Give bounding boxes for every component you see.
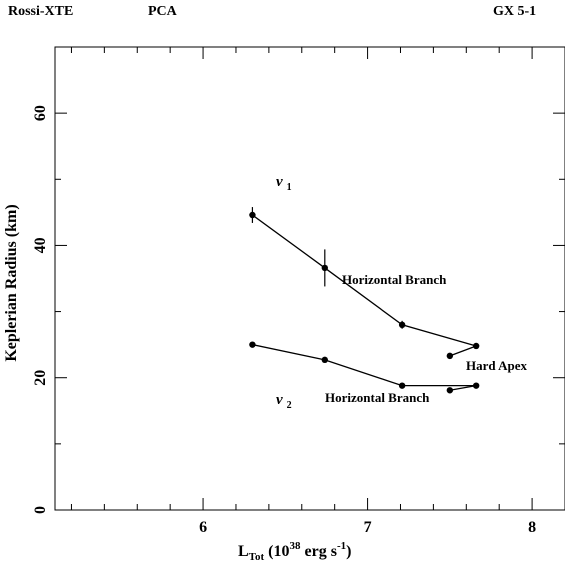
x-tick-label: 7 <box>364 519 372 536</box>
annotation-horizontal-branch-upper: Horizontal Branch <box>342 272 447 287</box>
data-point <box>321 264 329 272</box>
y-tick-label: 60 <box>32 105 49 121</box>
x-axis-label: LTot (1038 erg s-1) <box>238 540 351 563</box>
data-point <box>321 356 329 364</box>
data-point-apex <box>446 352 454 360</box>
header-left-title: Rossi-XTE <box>8 4 74 19</box>
header-source-name: GX 5-1 <box>493 4 537 19</box>
data-point <box>398 321 406 328</box>
plot-frame <box>54 46 565 511</box>
y-tick-label: 40 <box>32 237 49 253</box>
series-2 <box>249 341 480 394</box>
header-instrument: PCA <box>148 4 177 19</box>
data-point-apex <box>446 387 454 394</box>
y-tick-label: 20 <box>32 370 49 386</box>
apex-connector <box>449 345 477 357</box>
x-tick-label: 6 <box>199 519 207 536</box>
data-point <box>249 341 256 348</box>
series-1 <box>249 207 480 360</box>
series-line <box>252 214 477 347</box>
chart-series <box>249 207 480 394</box>
axis-ticks <box>55 46 565 511</box>
y-axis-label: Keplerian Radius (km) <box>3 204 20 361</box>
apex-connector <box>449 385 477 391</box>
x-tick-label: 8 <box>528 519 536 536</box>
annotation-horizontal-branch-lower: Horizontal Branch <box>325 390 430 405</box>
axis-tick-labels: 6 7 8 0 20 40 60 <box>32 105 536 536</box>
annotation-hard-apex: Hard Apex <box>466 358 528 373</box>
series-line <box>252 344 477 387</box>
data-point <box>398 382 406 389</box>
data-point <box>249 211 256 219</box>
y-tick-label: 0 <box>32 506 49 514</box>
